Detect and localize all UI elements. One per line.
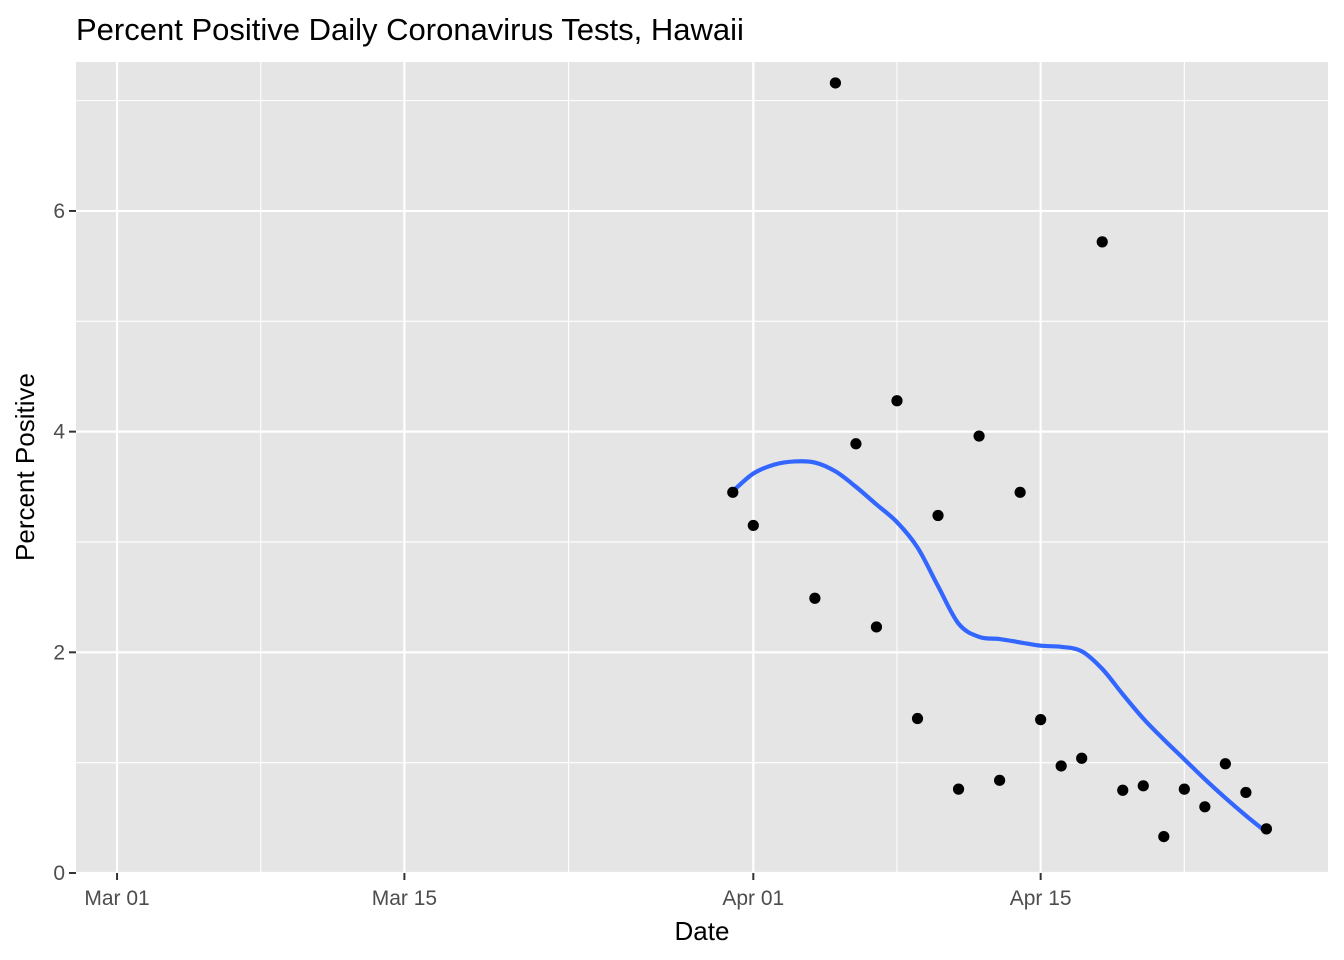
data-point bbox=[952, 783, 965, 795]
data-point bbox=[1117, 784, 1129, 796]
data-point bbox=[1240, 786, 1252, 799]
data-point bbox=[1096, 236, 1108, 248]
data-point bbox=[870, 621, 883, 633]
data-point bbox=[1035, 714, 1047, 726]
data-point bbox=[973, 430, 985, 442]
data-point bbox=[1199, 801, 1211, 813]
x-tick-label: Mar 01 bbox=[84, 887, 149, 910]
minor-gridlines bbox=[76, 62, 1328, 873]
data-point bbox=[994, 774, 1006, 786]
data-point bbox=[932, 509, 944, 522]
x-tick-label: Apr 15 bbox=[1010, 887, 1072, 910]
y-tick-label: 6 bbox=[53, 200, 65, 223]
data-point bbox=[1260, 823, 1273, 835]
data-point bbox=[1178, 783, 1190, 795]
data-point bbox=[911, 712, 924, 725]
data-point bbox=[1158, 830, 1170, 843]
y-tick-label: 0 bbox=[53, 862, 65, 885]
data-point bbox=[1014, 486, 1026, 498]
data-point bbox=[747, 519, 759, 532]
y-axis-title: Percent Positive bbox=[10, 373, 40, 561]
x-tick-label: Mar 15 bbox=[372, 887, 437, 910]
data-point bbox=[727, 486, 739, 498]
x-axis-title: Date bbox=[675, 916, 730, 946]
data-point bbox=[809, 592, 821, 604]
smooth-trend-line bbox=[731, 459, 1268, 834]
y-tick-label: 2 bbox=[53, 641, 65, 664]
plot-panel bbox=[76, 62, 1328, 873]
data-point bbox=[1076, 752, 1088, 764]
data-point bbox=[829, 77, 842, 89]
smooth-line-layer bbox=[731, 459, 1268, 834]
data-point bbox=[1137, 780, 1149, 792]
data-point bbox=[850, 438, 862, 450]
y-axis: 0 2 4 6 bbox=[53, 200, 76, 885]
data-point bbox=[1219, 758, 1231, 770]
x-axis: Mar 01 Mar 15 Apr 01 Apr 15 bbox=[84, 873, 1072, 910]
x-tick-label: Apr 01 bbox=[722, 887, 784, 910]
points-layer bbox=[727, 77, 1273, 843]
y-tick-label: 4 bbox=[53, 421, 65, 444]
major-gridlines bbox=[76, 62, 1328, 875]
chart-title: Percent Positive Daily Coronavirus Tests… bbox=[76, 12, 744, 47]
data-point bbox=[1055, 760, 1067, 772]
data-point bbox=[891, 395, 903, 407]
